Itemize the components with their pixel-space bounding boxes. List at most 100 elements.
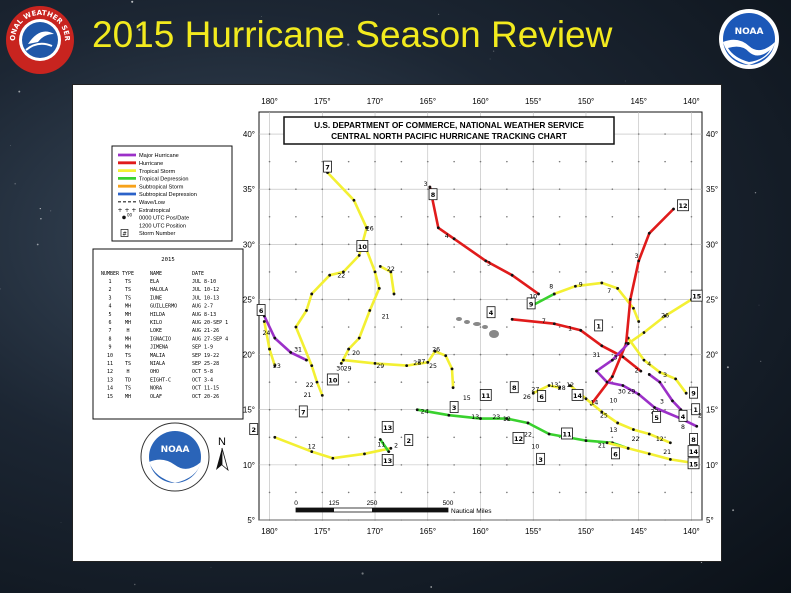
track-position-dot bbox=[389, 446, 393, 450]
grid-dot bbox=[400, 271, 403, 273]
storm-number-box bbox=[536, 452, 546, 465]
grid-dot bbox=[664, 271, 666, 273]
grid-dot bbox=[479, 436, 482, 439]
track-position-dot bbox=[605, 380, 609, 384]
track-position-dot bbox=[568, 384, 572, 387]
legend-label: Tropical Storm bbox=[139, 169, 176, 175]
grid-dot bbox=[637, 464, 640, 466]
grid-dot bbox=[637, 133, 640, 135]
grid-dot bbox=[295, 436, 297, 439]
track-position-dot bbox=[600, 281, 604, 285]
grid-dot bbox=[506, 353, 508, 356]
grid-dot bbox=[374, 215, 376, 218]
track-position-dot bbox=[674, 377, 678, 381]
grid-dot bbox=[295, 381, 297, 383]
storm-number-box bbox=[356, 240, 369, 252]
storm-table-cell: GUILLERMO bbox=[150, 304, 177, 310]
grid-dot bbox=[400, 464, 403, 466]
track-position-dot bbox=[628, 298, 632, 301]
track-position-dot bbox=[637, 259, 641, 263]
grid-dot bbox=[664, 436, 666, 439]
grid-dot bbox=[426, 491, 429, 494]
grid-dot bbox=[532, 436, 535, 439]
grid-dot bbox=[506, 491, 508, 494]
grid-dot bbox=[400, 160, 403, 163]
chart-header-line2: CENTRAL NORTH PACIFIC HURRICANE TRACKING… bbox=[331, 131, 567, 141]
grid-dot bbox=[426, 215, 429, 218]
grid-dot bbox=[321, 188, 324, 190]
track-date-label: 31 bbox=[593, 352, 601, 359]
track-position-dot bbox=[428, 185, 432, 189]
grid-dot bbox=[479, 271, 482, 273]
storm-number: 8 bbox=[512, 384, 517, 392]
track-position-dot bbox=[273, 364, 277, 368]
track-date-label: 24 bbox=[262, 330, 270, 337]
grid-dot bbox=[637, 326, 640, 328]
grid-dot bbox=[426, 188, 429, 190]
track-position-dot bbox=[639, 369, 643, 373]
lon-label-bottom: 180° bbox=[261, 527, 278, 536]
scale-unit-label: Nautical Miles bbox=[451, 508, 492, 515]
storm-table-cell: 4 bbox=[108, 304, 111, 310]
star bbox=[261, 15, 262, 17]
scale-bar-fill bbox=[296, 508, 334, 512]
track-position-dot bbox=[647, 432, 651, 436]
storm-number-box bbox=[689, 433, 698, 445]
storm-table-cell: TD bbox=[125, 377, 131, 383]
track-position-dot bbox=[663, 314, 667, 318]
track-position-dot bbox=[600, 410, 604, 414]
grid-dot bbox=[506, 464, 508, 466]
storm-number-box bbox=[526, 297, 536, 310]
legend-label: 1200 UTC Position bbox=[139, 223, 186, 229]
track-position-dot bbox=[632, 306, 635, 310]
grid-dot bbox=[453, 271, 455, 273]
track-position-dot bbox=[605, 441, 609, 445]
grid-dot bbox=[347, 188, 350, 190]
grid-dot bbox=[268, 188, 271, 190]
lon-label-top: 160° bbox=[472, 97, 489, 106]
grid-dot bbox=[453, 353, 455, 356]
grid-dot bbox=[426, 298, 429, 301]
star bbox=[131, 0, 134, 3]
hurricane-tracking-chart: 180°180°175°175°170°170°165°165°160°160°… bbox=[72, 84, 722, 562]
lat-label-left: 25° bbox=[243, 295, 255, 304]
track-position-dot bbox=[552, 322, 556, 326]
grid-dot bbox=[321, 408, 324, 411]
storm-table-cell: 6 bbox=[108, 320, 111, 326]
grid-dot bbox=[426, 519, 429, 521]
storm-number: 14 bbox=[573, 392, 583, 400]
storm-table-cell: OLAF bbox=[150, 394, 162, 400]
grid-dot bbox=[400, 381, 403, 383]
star bbox=[732, 509, 735, 512]
star bbox=[489, 58, 491, 60]
storm-table-cell: JUL 10-12 bbox=[192, 287, 219, 293]
storm-number-box bbox=[687, 457, 700, 470]
grid-dot bbox=[611, 271, 614, 273]
storm-track-segment bbox=[379, 438, 390, 453]
nws-logo: NATIONAL WEATHER SERVICE bbox=[4, 4, 74, 74]
storm-track-segment bbox=[553, 281, 619, 296]
track-date-label: 22 bbox=[306, 382, 314, 389]
track-date-label: 28 bbox=[558, 385, 566, 392]
grid-dot bbox=[558, 491, 561, 494]
grid-dot bbox=[347, 381, 350, 383]
storm-table-cell: OCT 11-15 bbox=[192, 386, 219, 392]
storm-table-cell: OCT 5-8 bbox=[192, 369, 213, 375]
storm-table-cell: MH bbox=[125, 320, 131, 326]
grid-dot bbox=[347, 436, 350, 439]
storm-number-box bbox=[256, 304, 266, 316]
track-position-dot bbox=[387, 450, 391, 454]
grid-dot bbox=[664, 408, 666, 411]
grid-dot bbox=[374, 519, 376, 521]
track-position-dot bbox=[526, 421, 530, 425]
grid-dot bbox=[690, 215, 693, 218]
storm-track-segment bbox=[452, 237, 540, 296]
grid-dot bbox=[637, 271, 640, 273]
star bbox=[40, 218, 42, 220]
grid-dot bbox=[374, 491, 376, 494]
storm-number: 6 bbox=[259, 307, 264, 315]
star bbox=[726, 366, 729, 369]
track-position-dot bbox=[637, 320, 641, 323]
grid-dot bbox=[374, 326, 376, 328]
storm-number-box bbox=[652, 411, 662, 423]
